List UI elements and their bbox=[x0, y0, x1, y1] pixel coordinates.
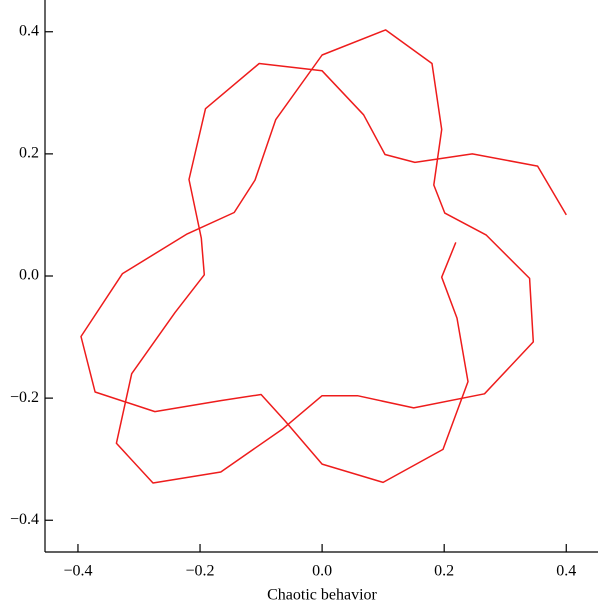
x-tick-label: 0.0 bbox=[312, 563, 332, 580]
x-tick-label: −0.2 bbox=[186, 563, 215, 580]
y-tick-label: 0.0 bbox=[19, 267, 39, 284]
y-tick-label: 0.2 bbox=[19, 145, 39, 162]
x-tick-label: 0.4 bbox=[556, 563, 576, 580]
trajectory bbox=[80, 29, 567, 484]
x-axis-label: Chaotic behavior bbox=[267, 587, 377, 604]
y-tick-label: 0.4 bbox=[19, 22, 39, 39]
y-tick-label: −0.4 bbox=[10, 511, 39, 528]
y-tick-label: −0.2 bbox=[10, 389, 39, 406]
x-tick-label: 0.2 bbox=[434, 563, 454, 580]
x-tick-label: −0.4 bbox=[63, 563, 92, 580]
